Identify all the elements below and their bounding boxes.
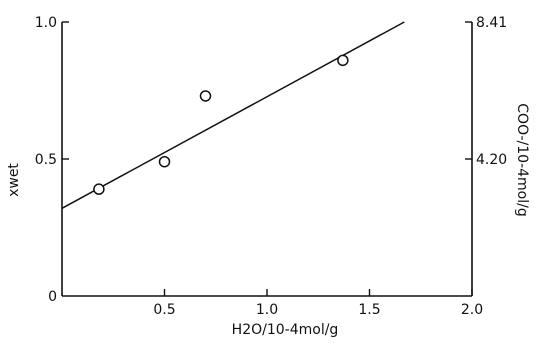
fit-line: [61, 21, 405, 209]
y2-tick-label-1: 8.41: [476, 15, 507, 31]
x-tick-label-3: 2.0: [461, 302, 483, 318]
y-tick-label-1: 0.5: [35, 152, 57, 168]
data-point-3: [337, 54, 349, 67]
y-tick-label-0: 0: [48, 289, 57, 305]
y2-tick-label-0: 4.20: [476, 152, 507, 168]
points-layer: [93, 54, 349, 195]
data-point-1: [158, 155, 171, 168]
data-point-0: [93, 183, 105, 195]
data-point-2: [199, 90, 212, 102]
y-axis-label: xwet: [6, 163, 22, 197]
ticks-layer: 0.5 1.0 1.5 2.0 0 0.5 1.0 4.20 8.41: [35, 15, 507, 318]
y2-axis-label: COO-/10-4mol/g: [514, 103, 530, 216]
y-tick-label-2: 1.0: [35, 15, 57, 31]
x-tick-label-2: 1.5: [358, 302, 380, 318]
x-tick-label-0: 0.5: [153, 302, 175, 318]
x-tick-label-1: 1.0: [256, 302, 278, 318]
fit-line-layer: [61, 21, 405, 209]
x-axis-label: H2O/10-4mol/g: [232, 322, 339, 338]
